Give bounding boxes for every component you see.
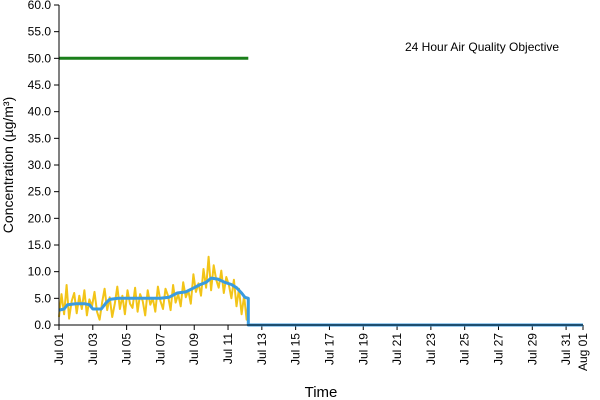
objective-annotation: 24 Hour Air Quality Objective <box>405 40 559 54</box>
x-tick-label: Aug 01 <box>576 333 590 371</box>
y-tick-label: 25.0 <box>28 185 52 199</box>
x-tick-label: Jul 15 <box>289 333 303 365</box>
x-tick-label: Jul 07 <box>153 333 167 365</box>
y-tick-label: 15.0 <box>28 238 52 252</box>
y-tick-label: 10.0 <box>28 265 52 279</box>
y-tick-label: 35.0 <box>28 131 52 145</box>
y-axis-ticks: 0.0 5.0 10.0 15.0 20.0 25.0 30.0 35.0 40.0 45.0 50… <box>28 0 59 332</box>
x-tick-label: Jul 01 <box>52 333 66 365</box>
y-tick-label: 0.0 <box>34 318 51 332</box>
x-tick-label: Jul 29 <box>525 333 539 365</box>
y-tick-label: 30.0 <box>28 158 52 172</box>
x-tick-label: Jul 17 <box>322 333 336 365</box>
x-tick-label: Jul 23 <box>424 333 438 365</box>
y-tick-label: 50.0 <box>28 51 52 65</box>
x-tick-label: Jul 09 <box>187 333 201 365</box>
y-axis-title: Concentration (µg/m³) <box>0 97 16 233</box>
x-tick-label: Jul 31 <box>559 333 573 365</box>
x-tick-label: Jul 27 <box>491 333 505 365</box>
x-axis-ticks: Jul 01 Jul 03 Jul 05 Jul 07 Jul 09 Jul 11 Jul … <box>52 325 590 371</box>
x-tick-label: Jul 11 <box>221 333 235 364</box>
rolling-mean-series-line <box>59 278 583 325</box>
x-tick-label: Jul 21 <box>390 333 404 365</box>
y-tick-label: 60.0 <box>28 0 52 12</box>
x-tick-label: Jul 05 <box>120 333 134 365</box>
x-tick-label: Jul 13 <box>255 333 269 365</box>
x-tick-label: Jul 25 <box>458 333 472 365</box>
y-tick-label: 40.0 <box>28 105 52 119</box>
y-tick-label: 45.0 <box>28 78 52 92</box>
x-tick-label: Jul 03 <box>86 333 100 365</box>
series-group <box>59 58 583 325</box>
hourly-series-line <box>59 257 248 320</box>
x-axis-title: Time <box>305 384 338 400</box>
x-tick-label: Jul 19 <box>356 333 370 365</box>
y-tick-label: 20.0 <box>28 211 52 225</box>
y-tick-label: 5.0 <box>34 291 51 305</box>
y-tick-label: 55.0 <box>28 25 52 39</box>
